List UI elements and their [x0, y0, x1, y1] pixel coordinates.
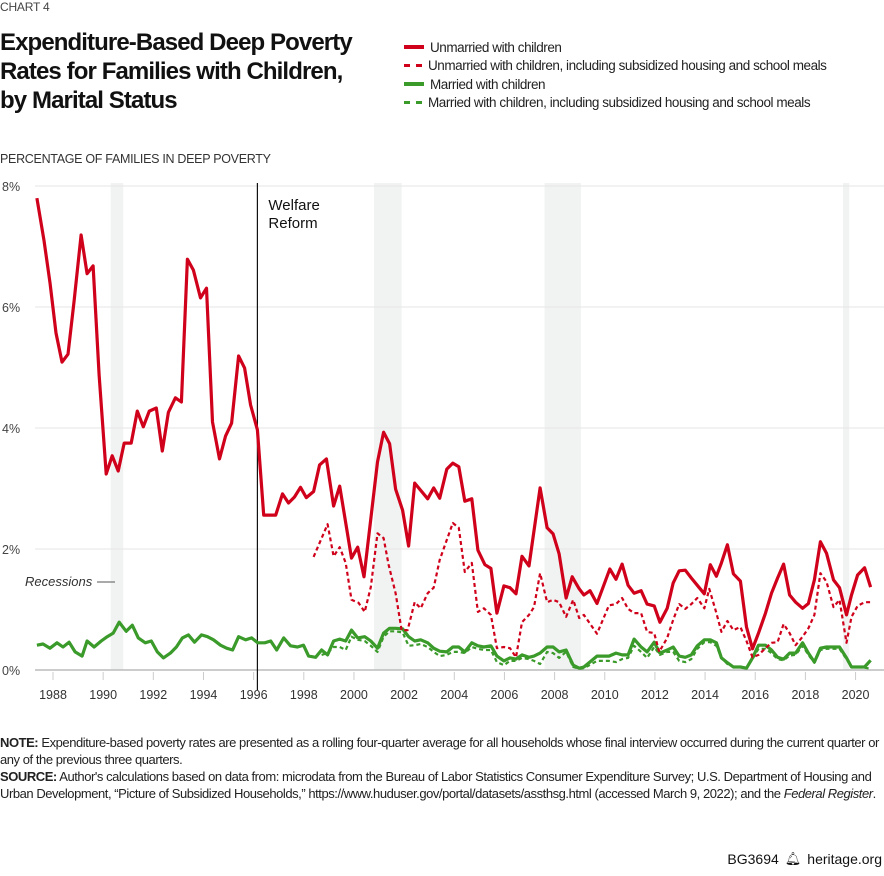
x-tick-label: 2012 — [641, 688, 669, 702]
x-tick-label: 2006 — [491, 688, 519, 702]
x-tick-label: 1998 — [290, 688, 318, 702]
x-tick-label: 2010 — [591, 688, 619, 702]
x-tick-label: 1996 — [240, 688, 268, 702]
chart-plot: 0% 2% 4% 6% 8% 1988 1990 1992 1994 1996 1998 2000 2… — [2, 180, 884, 702]
x-tick-label: 2000 — [340, 688, 368, 702]
x-tick-label: 2018 — [791, 688, 819, 702]
x-tick-label: 2008 — [541, 688, 569, 702]
x-tick-label: 1994 — [190, 688, 218, 702]
recessions-label: Recessions — [25, 574, 93, 589]
legend-item-unmarried-subsidized: Unmarried with children, including subsi… — [404, 57, 827, 76]
x-tick-label: 2016 — [741, 688, 769, 702]
note-text: Expenditure-based poverty rates are pres… — [0, 735, 879, 767]
x-tick-label: 2020 — [842, 688, 870, 702]
legend-item-married-subsidized: Married with children, including subsidi… — [404, 94, 826, 113]
legend-label: Married with children, including subsidi… — [428, 95, 811, 111]
series-lines — [35, 197, 873, 670]
source-label: SOURCE: — [0, 769, 57, 784]
x-tick-label: 2002 — [390, 688, 418, 702]
source-text: Author's calculations based on data from… — [0, 769, 872, 801]
notes: NOTE: Expenditure-based poverty rates ar… — [0, 734, 880, 802]
gridlines: 0% 2% 4% 6% 8% — [2, 180, 884, 678]
recession-band — [374, 183, 402, 670]
report-code: BG3694 — [727, 851, 779, 867]
series-line-2 — [312, 521, 871, 659]
series-line-1 — [35, 197, 873, 651]
y-tick-label: 0% — [2, 664, 20, 678]
legend-item-married: Married with children — [404, 75, 826, 94]
legend-label: Unmarried with children — [430, 39, 562, 55]
recession-band — [843, 183, 850, 670]
x-tick-label: 2004 — [440, 688, 468, 702]
liberty-bell-icon: 🔔︎ — [784, 851, 802, 866]
y-tick-label: 8% — [2, 180, 20, 194]
legend: Unmarried with children Unmarried with c… — [404, 38, 827, 113]
legend-label: Unmarried with children, including subsi… — [428, 58, 827, 74]
source-end: . — [872, 786, 877, 801]
series-line-4 — [321, 630, 871, 670]
x-tick-label: 1990 — [89, 688, 117, 702]
site-link[interactable]: heritage.org — [807, 851, 882, 867]
legend-swatch-solid-red — [404, 45, 424, 50]
chart-title: Expenditure-Based Deep Poverty Rates for… — [0, 29, 353, 114]
note-label: NOTE: — [0, 735, 39, 750]
x-tick-label: 1992 — [139, 688, 167, 702]
legend-swatch-dashed-red — [404, 64, 422, 68]
legend-swatch-solid-green — [404, 82, 424, 87]
legend-label: Married with children — [430, 76, 546, 92]
recession-band — [544, 183, 581, 670]
y-tick-label: 6% — [2, 301, 20, 315]
x-tick-label: 2014 — [691, 688, 719, 702]
axes: 1988 1990 1992 1994 1996 1998 2000 2002 2004 2006… — [39, 672, 870, 702]
note: NOTE: Expenditure-based poverty rates ar… — [0, 734, 880, 768]
legend-swatch-dashed-green — [404, 101, 422, 105]
source: SOURCE: Author's calculations based on d… — [0, 768, 880, 802]
y-tick-label: 2% — [2, 543, 20, 557]
x-tick-label: 1988 — [39, 688, 67, 702]
welfare-reform-label: Welfare — [268, 197, 319, 214]
chart-number-label: CHART 4 — [0, 0, 50, 14]
welfare-reform-label: Reform — [268, 215, 317, 232]
legend-item-unmarried: Unmarried with children — [404, 38, 826, 57]
footer: BG3694 🔔︎ heritage.org — [727, 851, 882, 867]
y-axis-label: PERCENTAGE OF FAMILIES IN DEEP POVERTY — [0, 152, 271, 166]
recession-band — [110, 183, 124, 670]
series-line-3 — [36, 620, 872, 670]
source-italic: Federal Register — [783, 786, 873, 801]
recession-bands — [110, 183, 850, 670]
y-tick-label: 4% — [2, 422, 20, 436]
